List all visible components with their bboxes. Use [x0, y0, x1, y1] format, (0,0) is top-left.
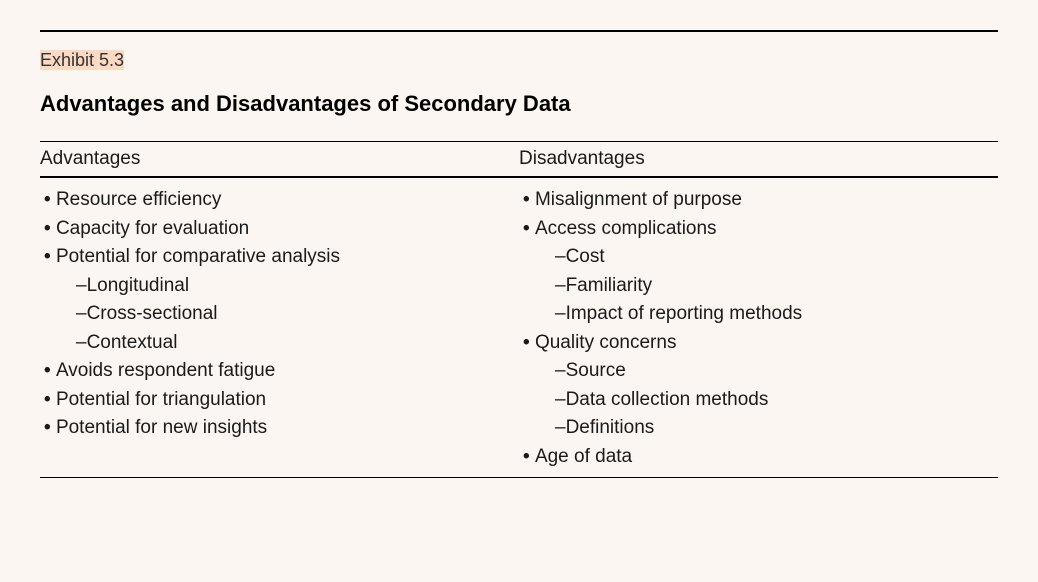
list-subitem: Cross-sectional — [40, 300, 519, 329]
list-subitem: Longitudinal — [40, 272, 519, 301]
list-subitem: Impact of reporting methods — [519, 300, 998, 329]
list-subitem: Definitions — [519, 414, 998, 443]
list-item: Capacity for evaluation — [40, 215, 519, 244]
disadvantages-header: Disadvantages — [519, 141, 998, 178]
disadvantages-column: Disadvantages Misalignment of purposeAcc… — [519, 141, 998, 471]
list-item: Potential for comparative analysis — [40, 243, 519, 272]
list-item: Avoids respondent fatigue — [40, 357, 519, 386]
advantages-header: Advantages — [40, 141, 519, 178]
exhibit-label-prefix: Exhibit — [40, 50, 99, 70]
top-rule — [40, 30, 998, 32]
list-subitem: Data collection methods — [519, 386, 998, 415]
list-subitem: Source — [519, 357, 998, 386]
list-subitem: Familiarity — [519, 272, 998, 301]
list-item: Resource efficiency — [40, 186, 519, 215]
disadvantages-body: Misalignment of purposeAccess complicati… — [519, 186, 998, 471]
list-item: Age of data — [519, 443, 998, 472]
advantages-column: Advantages Resource efficiencyCapacity f… — [40, 141, 519, 471]
exhibit-label-number: 5.3 — [99, 50, 124, 70]
two-column-table: Advantages Resource efficiencyCapacity f… — [40, 141, 998, 471]
list-item: Misalignment of purpose — [519, 186, 998, 215]
list-item: Access complications — [519, 215, 998, 244]
list-subitem: Cost — [519, 243, 998, 272]
list-subitem: Contextual — [40, 329, 519, 358]
list-item: Potential for new insights — [40, 414, 519, 443]
advantages-body: Resource efficiencyCapacity for evaluati… — [40, 186, 519, 443]
list-item: Quality concerns — [519, 329, 998, 358]
bottom-rule — [40, 477, 998, 478]
exhibit-label: Exhibit 5.3 — [40, 50, 998, 71]
list-item: Potential for triangulation — [40, 386, 519, 415]
exhibit-title: Advantages and Disadvantages of Secondar… — [40, 91, 998, 117]
